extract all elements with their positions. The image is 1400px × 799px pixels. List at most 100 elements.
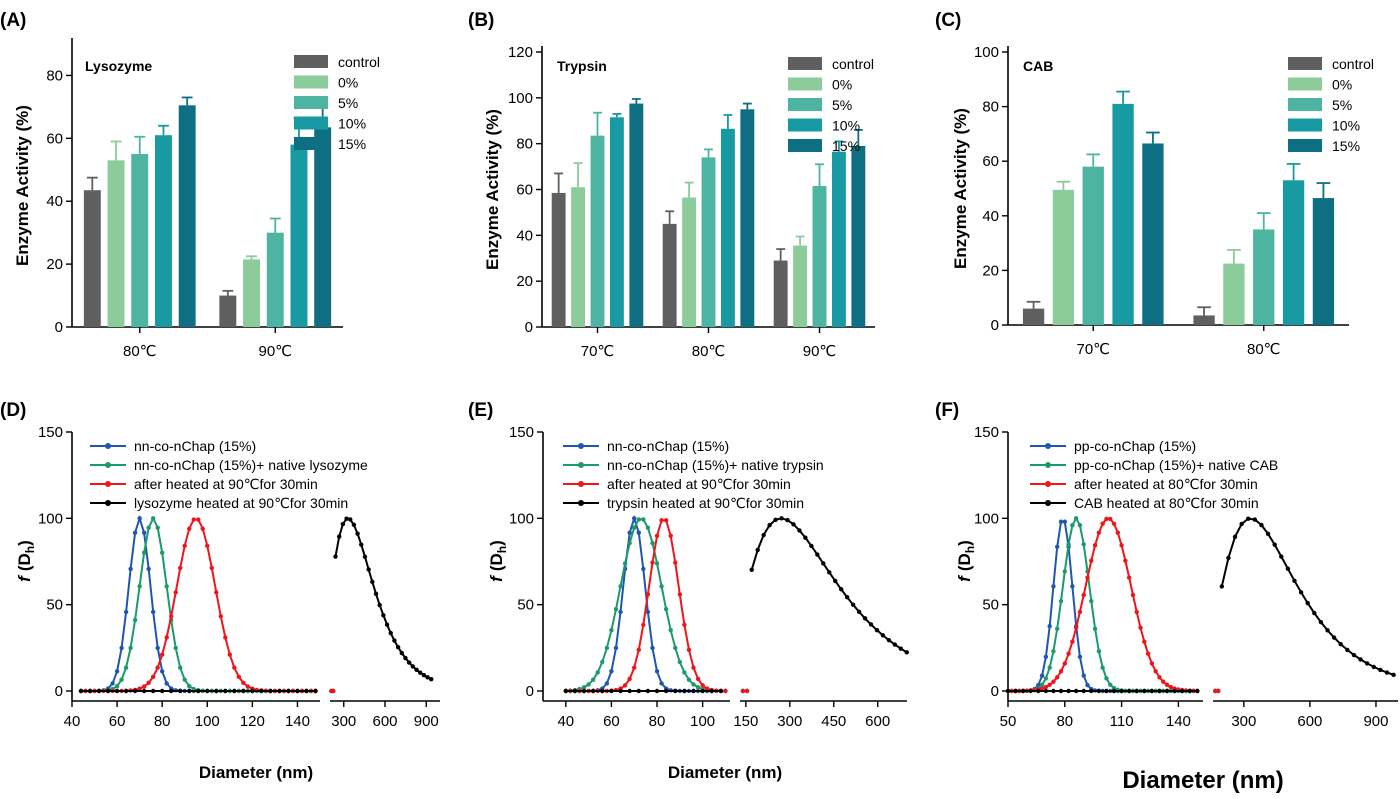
data-point — [581, 688, 587, 694]
data-point — [1055, 675, 1060, 680]
data-point — [1036, 688, 1041, 694]
data-point — [740, 688, 746, 694]
data-point — [1089, 688, 1094, 694]
data-point — [668, 627, 673, 633]
legend-swatch — [1288, 139, 1322, 152]
y-tick-label: 60 — [982, 153, 999, 170]
data-point — [618, 609, 623, 615]
data-point — [1292, 578, 1297, 583]
data-point — [1051, 688, 1056, 694]
data-point — [232, 688, 237, 694]
data-point — [105, 688, 111, 694]
data-point — [87, 688, 93, 694]
data-point — [245, 684, 251, 689]
y-tick-label: 100 — [974, 44, 999, 61]
bar — [219, 295, 237, 327]
x-category-label: 80℃ — [123, 343, 157, 360]
data-point — [663, 688, 669, 694]
data-point — [169, 688, 174, 694]
data-point — [155, 525, 160, 530]
data-point — [178, 688, 183, 694]
data-point — [355, 531, 360, 536]
data-point — [1259, 522, 1264, 528]
data-point — [196, 688, 201, 694]
data-point — [677, 659, 683, 665]
data-point — [1058, 519, 1064, 524]
x-category-label: 80℃ — [692, 343, 726, 360]
series-line — [81, 514, 316, 692]
data-point — [682, 670, 687, 675]
data-point — [1126, 688, 1132, 694]
bar — [107, 160, 125, 327]
x-tick-label: 100 — [195, 713, 220, 730]
legend-swatch — [1288, 98, 1322, 111]
data-point — [1142, 639, 1147, 644]
y-label-close: ) — [15, 540, 34, 546]
data-point — [1172, 688, 1177, 694]
data-point — [218, 614, 223, 619]
y-tick-label: 20 — [982, 262, 999, 279]
data-point — [874, 627, 880, 633]
data-point — [618, 688, 623, 694]
panel-label: (F) — [935, 400, 959, 421]
data-point — [609, 669, 614, 674]
y-tick-label: 80 — [46, 67, 63, 84]
x-tick-label: 60 — [109, 713, 126, 730]
x-tick-label: 300 — [1231, 713, 1256, 730]
data-point — [1005, 688, 1011, 694]
data-point — [1089, 598, 1094, 604]
legend-marker — [578, 443, 584, 449]
legend-label: 0% — [832, 77, 852, 93]
data-point — [132, 530, 138, 535]
y-label-open: (D — [15, 553, 34, 571]
bar — [1282, 180, 1305, 325]
y-tick-label: 100 — [974, 510, 999, 527]
data-point — [1216, 688, 1221, 694]
data-point — [119, 677, 124, 682]
x-tick-label: 140 — [1166, 713, 1191, 730]
data-point — [1213, 688, 1218, 694]
data-point — [1051, 584, 1056, 589]
data-point — [1100, 665, 1105, 670]
x-axis-label: Diameter (nm) — [199, 763, 313, 782]
data-point — [1161, 679, 1166, 684]
x-category-label: 70℃ — [1076, 341, 1110, 358]
bar — [851, 145, 866, 327]
data-point — [1058, 598, 1064, 604]
data-point — [1138, 625, 1143, 630]
x-category-label: 80℃ — [1247, 341, 1281, 358]
y-axis-label: Enzyme Activity (%) — [13, 105, 32, 266]
x-tick-label: 40 — [64, 713, 81, 730]
data-point — [838, 587, 844, 592]
y-tick-label: 0 — [525, 319, 533, 336]
y-tick-label: 150 — [974, 424, 999, 441]
data-point — [384, 622, 390, 627]
data-point — [1345, 647, 1350, 653]
data-point — [1164, 682, 1170, 688]
data-point — [1219, 584, 1225, 589]
data-point — [1066, 651, 1071, 656]
data-point — [668, 533, 673, 538]
y-tick-label: 0 — [55, 319, 63, 336]
panel-label: (D) — [0, 400, 26, 421]
data-point — [1331, 635, 1337, 640]
x-tick-label: 40 — [557, 713, 574, 730]
data-point — [1119, 543, 1124, 548]
bar — [740, 109, 755, 328]
data-point — [636, 647, 641, 652]
bar — [243, 259, 261, 327]
data-point — [406, 660, 412, 665]
data-point — [1142, 688, 1147, 694]
bar — [812, 186, 827, 327]
data-point — [1089, 558, 1094, 563]
panel-label: (A) — [0, 10, 26, 31]
data-point — [1092, 626, 1098, 631]
legend-label: 10% — [338, 116, 366, 132]
data-point — [677, 592, 683, 597]
legend-label: 10% — [832, 118, 860, 134]
data-point — [590, 688, 596, 694]
data-point — [146, 680, 151, 686]
data-point — [1055, 544, 1060, 549]
y-tick-label: 100 — [508, 90, 533, 107]
bar — [1112, 103, 1134, 326]
